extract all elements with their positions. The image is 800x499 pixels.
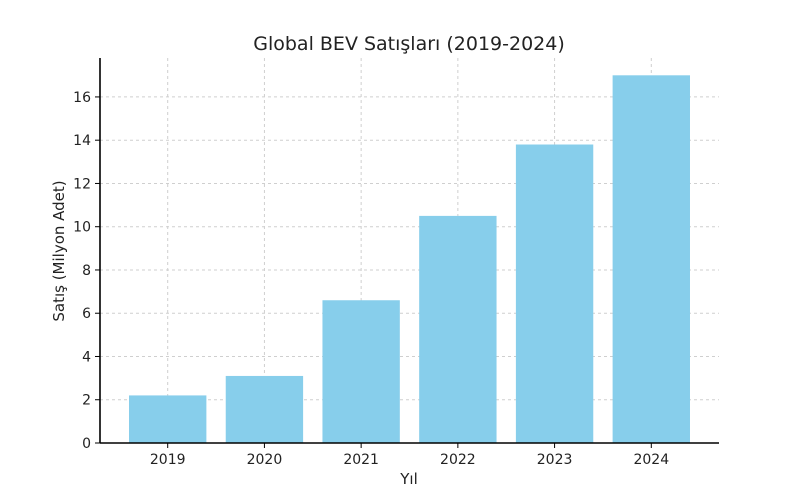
x-tick-label: 2024: [633, 452, 669, 468]
bar-2021: [322, 300, 400, 443]
y-tick-label: 4: [82, 349, 91, 365]
axis-layer: 0 2 4 6 8 10 12 14 16 2019 2020 2021 2022 2023 2024: [73, 58, 719, 468]
y-tick-label: 2: [82, 393, 91, 409]
bar-2022: [419, 215, 497, 443]
x-tick-label: 2021: [343, 452, 379, 468]
y-tick-label: 16: [73, 90, 91, 106]
bar-2023: [515, 144, 594, 444]
bar-2020: [225, 375, 304, 443]
y-tick-label: 14: [73, 133, 91, 149]
chart-title: Global BEV Satışları (2019-2024): [253, 33, 565, 55]
y-tick-label: 8: [82, 263, 91, 279]
x-tick-label: 2022: [440, 452, 476, 468]
bar-2019: [129, 395, 207, 443]
y-tick-label: 6: [82, 306, 91, 322]
x-tick-label: 2019: [150, 452, 186, 468]
x-axis-label: Yıl: [399, 470, 418, 488]
y-tick-label: 10: [73, 220, 91, 236]
y-axis-label: Satış (Milyon Adet): [50, 180, 68, 321]
y-tick-label: 0: [82, 436, 91, 452]
x-tick-label: 2020: [247, 452, 283, 468]
x-tick-label: 2023: [537, 452, 573, 468]
bar-layer: [129, 75, 690, 444]
bar-2024: [612, 75, 690, 443]
y-tick-label: 12: [73, 176, 91, 192]
